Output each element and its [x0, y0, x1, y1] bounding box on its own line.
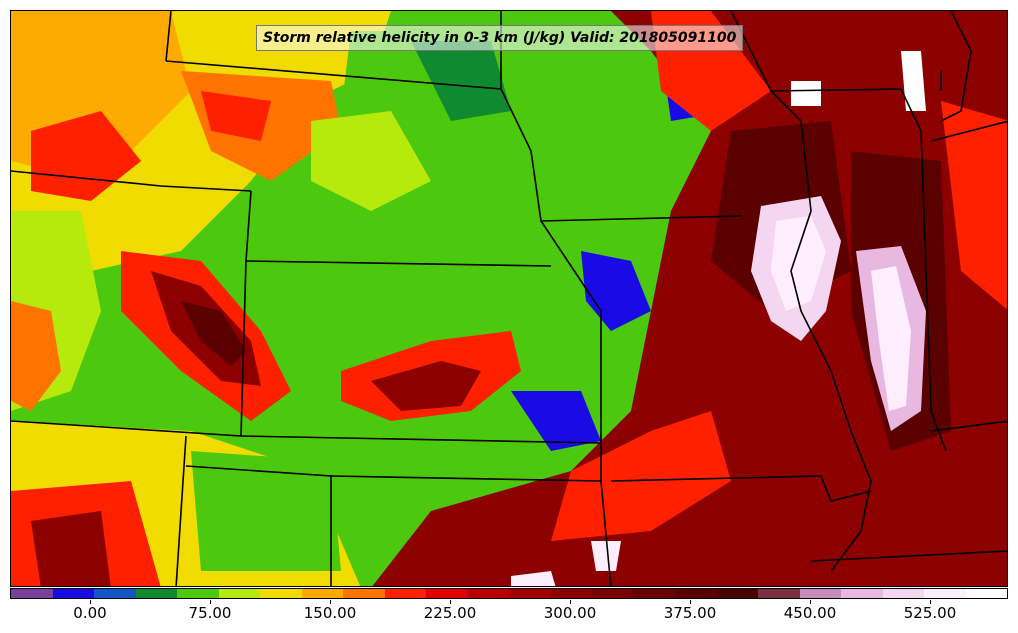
colorbar-swatch [799, 589, 841, 598]
field-south-darkred [31, 511, 111, 586]
field-max-illinois-core [771, 216, 826, 311]
border-mississippi [730, 11, 872, 572]
colorbar-tick-mark [450, 600, 451, 604]
colorbar-swatch [94, 589, 136, 598]
colorbar-swatch [52, 589, 94, 598]
border-sd-nd-line [165, 60, 502, 90]
field-far-east-red [941, 101, 1007, 310]
colorbar-swatch [384, 589, 426, 598]
field-se-red [551, 411, 731, 541]
colorbar-swatch [841, 589, 883, 598]
colorbar-tick-label: 0.00 [73, 604, 107, 622]
field-central-green [331, 31, 571, 331]
colorbar-tick-label: 375.00 [663, 604, 717, 622]
colorbar-swatch [218, 589, 260, 598]
colorbar-swatch [965, 589, 1007, 598]
border-mo-w [500, 11, 612, 586]
border-ok-n [11, 420, 602, 444]
colorbar-tick-mark [930, 600, 931, 604]
border-lake-michigan [940, 11, 972, 122]
map-canvas [11, 11, 1007, 586]
colorbar-swatch [467, 589, 509, 598]
colorbar-swatch [177, 589, 219, 598]
border-in-w [770, 88, 947, 452]
field-west-orange [11, 301, 61, 411]
colorbar-tick-mark [330, 600, 331, 604]
border-tx-n [330, 475, 602, 482]
colorbar-tick-label: 150.00 [303, 604, 357, 622]
colorbar-tick-mark [90, 600, 91, 604]
field-max-south-1 [591, 541, 621, 571]
border-mt-id [165, 11, 172, 62]
border-tn-s [810, 550, 1007, 562]
border-wy-n [11, 170, 252, 192]
colorbar-swatch [135, 589, 177, 598]
field-central-darkred [371, 361, 481, 411]
border-ky-n [930, 420, 1007, 432]
field-max-north [791, 81, 821, 106]
border-ar-n [610, 475, 872, 502]
field-blue-central [581, 251, 651, 331]
helicity-map: Storm relative helicity in 0-3 km (J/kg)… [10, 10, 1008, 587]
colorbar-tick-label: 525.00 [903, 604, 957, 622]
border-mi-s [930, 120, 1007, 142]
state-boundaries [11, 11, 1007, 586]
colorbar-tick-label: 75.00 [188, 604, 232, 622]
field-blue-south [511, 391, 601, 451]
field-sw-maroon [181, 301, 246, 366]
field-central-lime [311, 111, 431, 211]
colorbar-swatch [509, 589, 551, 598]
colorbar-tick-mark [210, 600, 211, 604]
colorbar-swatch [550, 589, 592, 598]
field-south-green [191, 451, 341, 571]
colorbar-swatch [716, 589, 758, 598]
field-max-indiana-core [871, 266, 911, 411]
colorbar-swatch [924, 589, 966, 598]
colorbar-swatch [260, 589, 302, 598]
colorbar-swatch [426, 589, 468, 598]
colorbar-ticks: 0.00 75.00 150.00 225.00 300.00 375.00 450.00 5… [10, 600, 1008, 630]
colorbar-swatch [758, 589, 800, 598]
colorbar-swatch [11, 589, 53, 598]
field-max-south-2 [511, 571, 556, 586]
map-title: Storm relative helicity in 0-3 km (J/kg)… [256, 25, 744, 51]
field-east-darkred [372, 11, 1007, 586]
field-north-red [201, 91, 271, 141]
border-ne-ks [245, 260, 552, 267]
border-nm-w [175, 435, 187, 586]
border-ia-mo [540, 215, 742, 222]
colorbar-tick-label: 225.00 [423, 604, 477, 622]
colorbar [10, 588, 1008, 599]
colorbar-swatch [633, 589, 675, 598]
colorbar-swatch [675, 589, 717, 598]
colorbar-swatch [592, 589, 634, 598]
colorbar-tick-label: 300.00 [543, 604, 597, 622]
colorbar-tick-mark [810, 600, 811, 604]
field-central-darkgreen [411, 41, 511, 121]
field-max-ne [901, 51, 926, 111]
colorbar-tick-label: 450.00 [783, 604, 837, 622]
colorbar-tick-mark [690, 600, 691, 604]
colorbar-swatch [343, 589, 385, 598]
field-nw-red [31, 111, 141, 201]
colorbar-swatch [301, 589, 343, 598]
colorbar-swatch [882, 589, 924, 598]
colorbar-tick-mark [570, 600, 571, 604]
